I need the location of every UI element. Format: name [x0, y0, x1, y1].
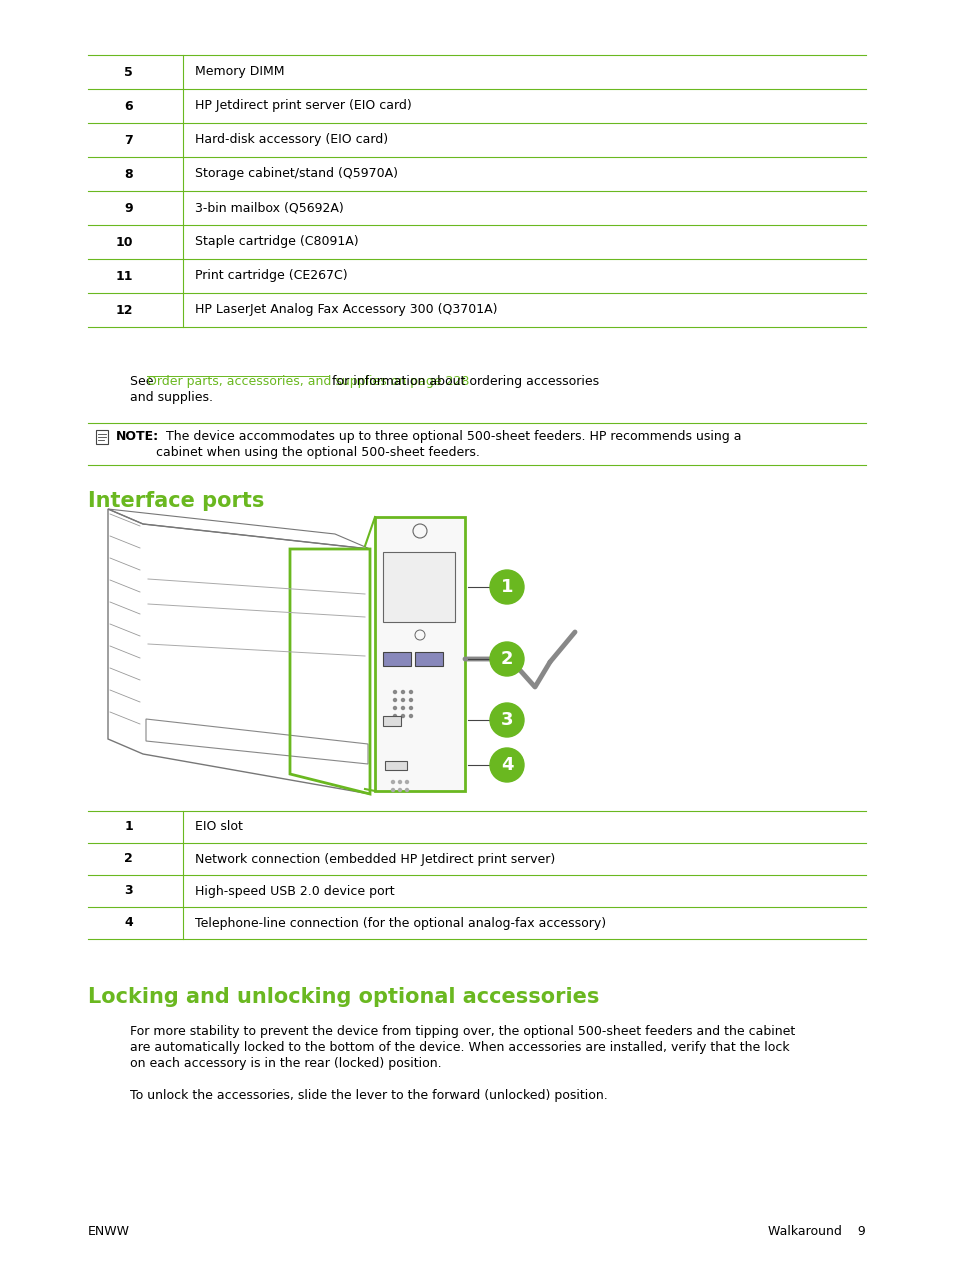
- Text: 12: 12: [115, 304, 132, 316]
- Text: 11: 11: [115, 269, 132, 282]
- Text: 2: 2: [500, 650, 513, 668]
- Circle shape: [490, 748, 523, 782]
- Text: 4: 4: [500, 756, 513, 773]
- Circle shape: [401, 698, 404, 701]
- Text: on each accessory is in the rear (locked) position.: on each accessory is in the rear (locked…: [130, 1057, 441, 1071]
- FancyBboxPatch shape: [382, 652, 411, 665]
- Text: HP LaserJet Analog Fax Accessory 300 (Q3701A): HP LaserJet Analog Fax Accessory 300 (Q3…: [194, 304, 497, 316]
- Circle shape: [490, 704, 523, 737]
- Circle shape: [409, 691, 412, 693]
- Circle shape: [393, 715, 396, 718]
- Circle shape: [393, 698, 396, 701]
- Circle shape: [391, 789, 395, 791]
- Text: 5: 5: [124, 66, 132, 79]
- Text: Print cartridge (CE267C): Print cartridge (CE267C): [194, 269, 347, 282]
- Circle shape: [490, 643, 523, 676]
- FancyBboxPatch shape: [385, 761, 407, 770]
- Circle shape: [398, 789, 401, 791]
- Circle shape: [393, 706, 396, 710]
- Text: The device accommodates up to three optional 500-sheet feeders. HP recommends us: The device accommodates up to three opti…: [158, 431, 740, 443]
- Text: 3: 3: [500, 711, 513, 729]
- Text: Network connection (embedded HP Jetdirect print server): Network connection (embedded HP Jetdirec…: [194, 852, 555, 865]
- Circle shape: [490, 570, 523, 605]
- FancyBboxPatch shape: [415, 652, 442, 665]
- Circle shape: [401, 715, 404, 718]
- Circle shape: [409, 698, 412, 701]
- Text: Interface ports: Interface ports: [88, 491, 264, 511]
- FancyBboxPatch shape: [382, 552, 455, 622]
- Text: ENWW: ENWW: [88, 1226, 130, 1238]
- Text: Memory DIMM: Memory DIMM: [194, 66, 284, 79]
- Text: cabinet when using the optional 500-sheet feeders.: cabinet when using the optional 500-shee…: [156, 446, 479, 458]
- Text: Locking and unlocking optional accessories: Locking and unlocking optional accessori…: [88, 987, 598, 1007]
- Text: 1: 1: [124, 820, 132, 833]
- Text: 4: 4: [124, 917, 132, 930]
- Text: 8: 8: [124, 168, 132, 180]
- Text: for information about ordering accessories: for information about ordering accessori…: [328, 375, 598, 389]
- Circle shape: [391, 781, 395, 784]
- Text: 6: 6: [124, 99, 132, 113]
- Text: 9: 9: [124, 202, 132, 215]
- FancyBboxPatch shape: [382, 716, 400, 726]
- Text: 2: 2: [124, 852, 132, 865]
- Text: 1: 1: [500, 578, 513, 596]
- FancyBboxPatch shape: [375, 517, 464, 791]
- Text: and supplies.: and supplies.: [130, 391, 213, 404]
- Text: See: See: [130, 375, 157, 389]
- Circle shape: [409, 715, 412, 718]
- Circle shape: [405, 781, 408, 784]
- Text: For more stability to prevent the device from tipping over, the optional 500-she: For more stability to prevent the device…: [130, 1025, 795, 1038]
- Text: Hard-disk accessory (EIO card): Hard-disk accessory (EIO card): [194, 133, 388, 146]
- Text: To unlock the accessories, slide the lever to the forward (unlocked) position.: To unlock the accessories, slide the lev…: [130, 1088, 607, 1102]
- Text: are automatically locked to the bottom of the device. When accessories are insta: are automatically locked to the bottom o…: [130, 1041, 789, 1054]
- Text: High-speed USB 2.0 device port: High-speed USB 2.0 device port: [194, 884, 395, 898]
- Text: Order parts, accessories, and supplies on page 228: Order parts, accessories, and supplies o…: [147, 375, 469, 389]
- Text: 10: 10: [115, 235, 132, 249]
- Text: EIO slot: EIO slot: [194, 820, 243, 833]
- Circle shape: [401, 691, 404, 693]
- Circle shape: [393, 691, 396, 693]
- Text: Storage cabinet/stand (Q5970A): Storage cabinet/stand (Q5970A): [194, 168, 397, 180]
- Text: Telephone-line connection (for the optional analog-fax accessory): Telephone-line connection (for the optio…: [194, 917, 605, 930]
- Text: 3: 3: [124, 884, 132, 898]
- Text: Staple cartridge (C8091A): Staple cartridge (C8091A): [194, 235, 358, 249]
- Text: HP Jetdirect print server (EIO card): HP Jetdirect print server (EIO card): [194, 99, 412, 113]
- Text: Walkaround    9: Walkaround 9: [767, 1226, 865, 1238]
- Circle shape: [405, 789, 408, 791]
- Circle shape: [409, 706, 412, 710]
- Circle shape: [401, 706, 404, 710]
- Text: NOTE:: NOTE:: [116, 431, 159, 443]
- Circle shape: [398, 781, 401, 784]
- Text: 3-bin mailbox (Q5692A): 3-bin mailbox (Q5692A): [194, 202, 343, 215]
- Text: 7: 7: [124, 133, 132, 146]
- FancyBboxPatch shape: [96, 431, 108, 444]
